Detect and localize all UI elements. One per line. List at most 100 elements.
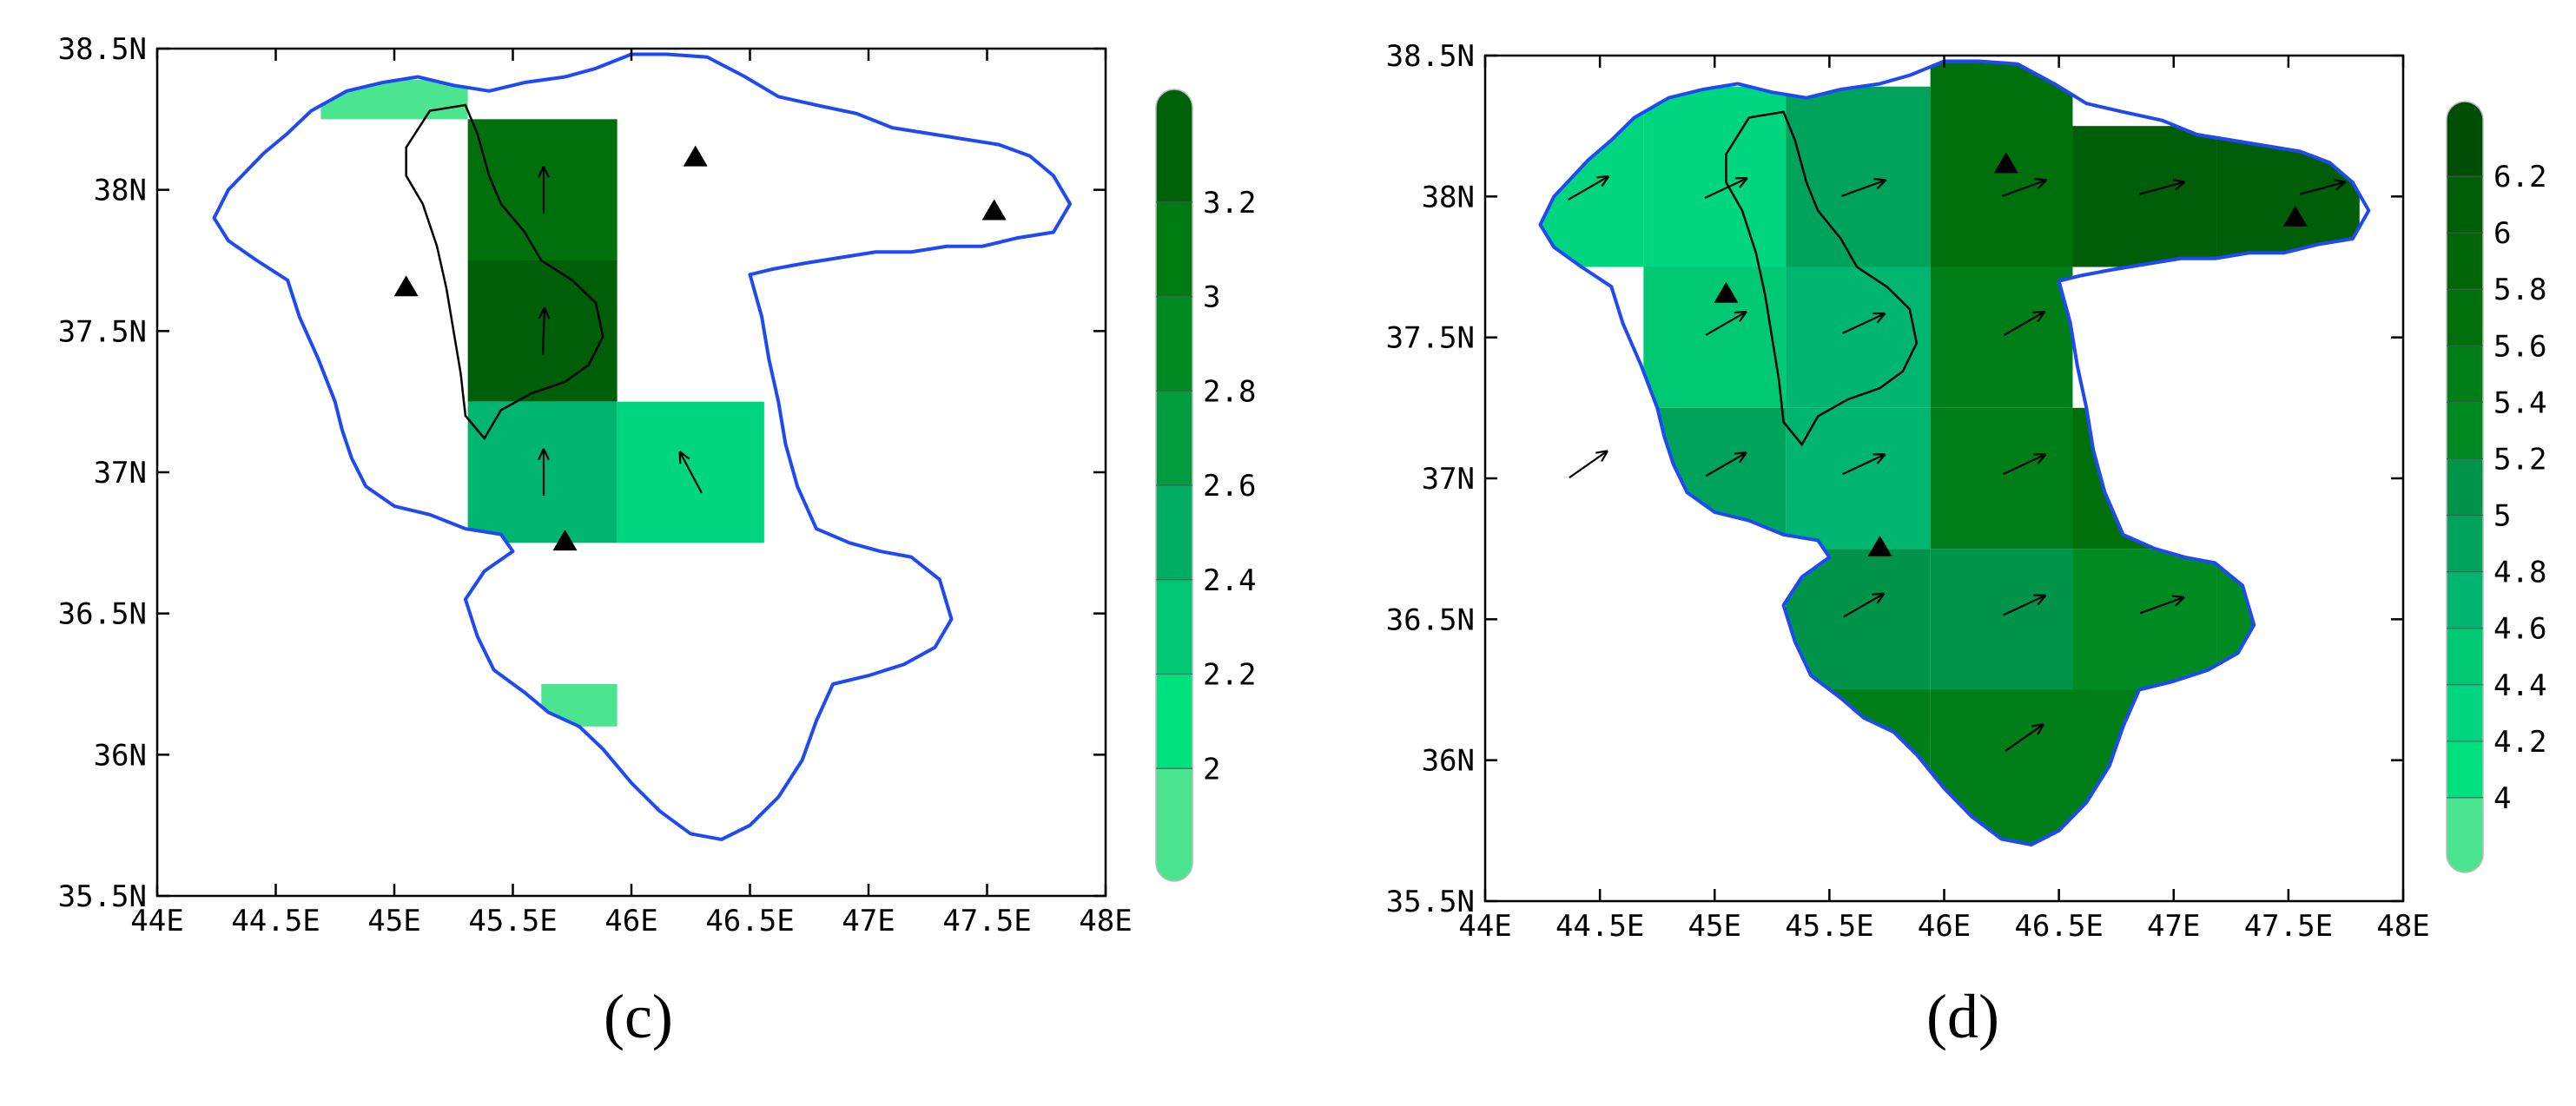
x-tick-label: 46E [604, 904, 657, 938]
x-tick-label: 44.5E [231, 904, 320, 938]
wind-arrow [1841, 178, 1887, 197]
grid-cells [1540, 61, 2360, 846]
grid-cell [467, 260, 618, 402]
colorbar-swatch [2447, 120, 2483, 177]
colorbar-swatch [2447, 628, 2483, 686]
colorbar-cap-bottom [1156, 863, 1192, 881]
caption-c: (c) [604, 982, 673, 1051]
grid-cell [1643, 86, 1787, 267]
grid-cell [2072, 126, 2217, 267]
colorbar-swatch [2447, 741, 2483, 799]
station-marker [552, 530, 578, 551]
x-tick-label: 46E [1918, 909, 1971, 944]
colorbar-label: 6.2 [2493, 160, 2546, 194]
y-tick-label: 37N [1422, 462, 1475, 497]
y-tick-label: 37.5N [58, 314, 147, 349]
station-marker [1993, 152, 2018, 174]
station-marker [2282, 206, 2308, 227]
wind-arrow [1705, 310, 1747, 336]
x-tick-label: 48E [1079, 904, 1132, 938]
colorbar-swatch [1156, 201, 1192, 297]
station-marker [1714, 281, 1739, 303]
colorbar-label: 5.2 [2493, 442, 2546, 477]
wind-arrow [538, 448, 550, 496]
y-tick-label: 37N [94, 456, 147, 490]
colorbar-swatch [1156, 391, 1192, 486]
colorbar-swatch [2447, 346, 2483, 403]
wind-arrow [2002, 178, 2048, 197]
colorbar-label: 2.8 [1203, 374, 1256, 409]
grid-cell [2216, 549, 2360, 690]
y-tick-label: 36.5N [1386, 602, 1475, 637]
map-c-svg: 44E 44.5E 45E 45.5E 46E 46.5E 47E 47.5E 48E 35.5N… [58, 32, 1257, 938]
wind-arrow [1842, 453, 1886, 476]
y-tick-label: 38.5N [58, 32, 147, 67]
colorbar: 2 2.2 2.4 2.6 2.8 3 3.2 [1155, 89, 1256, 882]
wind-arrow [2139, 595, 2185, 615]
wind-arrow [538, 166, 550, 214]
colorbar-outline [2446, 101, 2484, 873]
wind-arrow [1567, 174, 1610, 201]
colorbar-label: 4 [2493, 781, 2511, 816]
colorbar-swatch [1156, 768, 1192, 864]
colorbar-label: 4.2 [2493, 725, 2546, 760]
x-tick-label: 47E [2147, 909, 2200, 944]
y-tick-label: 37.5N [1386, 321, 1475, 356]
lake-outline [1725, 110, 1919, 447]
basin-outline [212, 52, 1073, 841]
station-marker [683, 145, 708, 167]
colorbar-swatch [2447, 684, 2483, 742]
colorbar-label: 4.6 [2493, 612, 2546, 647]
colorbar-cap-top [1156, 89, 1192, 108]
grid-cell [467, 401, 618, 543]
x-tick-label: 44E [130, 904, 183, 938]
x-tick-label: 45E [1688, 909, 1741, 944]
wind-arrow [2003, 453, 2047, 476]
x-tick-label: 45.5E [1785, 909, 1873, 944]
map-panel-c: 44E 44.5E 45E 45.5E 46E 46.5E 47E 47.5E 48E 35.5N… [58, 32, 1257, 1051]
colorbar-label: 2.2 [1203, 658, 1256, 693]
x-tick-label: 48E [2376, 909, 2429, 944]
station-marker [1867, 535, 1892, 556]
colorbar-label: 3 [1203, 280, 1220, 315]
map-d-svg: 44E 44.5E 45E 45.5E 46E 46.5E 47E 47.5E 48E 35.5N… [1386, 39, 2547, 944]
wind-arrow [1842, 312, 1886, 334]
x-tick-label: 44E [1458, 909, 1511, 944]
colorbar-label: 5.4 [2493, 385, 2546, 420]
wind-arrow [1843, 592, 1886, 618]
grid-cell [2072, 549, 2217, 690]
grid-cell [1930, 549, 2073, 690]
colorbar-label: 5 [2493, 499, 2511, 534]
grid-cell [1786, 86, 1931, 267]
colorbar-label: 3.2 [1203, 186, 1256, 221]
colorbar-swatch [1156, 296, 1192, 392]
colorbar-label: 5.6 [2493, 329, 2546, 364]
x-tick-label: 47.5E [942, 904, 1031, 938]
colorbar-outline [1155, 89, 1193, 882]
wind-arrow [678, 451, 703, 494]
station-marker [981, 199, 1007, 221]
wind-arrow [538, 306, 551, 355]
y-tick-label: 38N [94, 174, 147, 208]
y-tick-label: 38N [1422, 180, 1475, 214]
x-tick-label: 44.5E [1556, 909, 1644, 944]
grid-cell [2072, 407, 2217, 550]
y-tick-label: 36N [94, 738, 147, 773]
grid-cell [320, 79, 468, 120]
wind-arrow [2300, 179, 2347, 195]
grid-cell [1930, 407, 2073, 550]
grid-cell [1930, 267, 2073, 408]
x-tick-label: 45.5E [468, 904, 557, 938]
colorbar-label: 2.4 [1203, 563, 1256, 598]
wind-arrow [1704, 177, 1748, 200]
colorbar-swatch [2447, 458, 2483, 517]
y-tick-label: 35.5N [1386, 885, 1475, 919]
y-tick-label: 36.5N [58, 597, 147, 632]
x-tick-label: 46.5E [2014, 909, 2103, 944]
colorbar-swatch [2447, 402, 2483, 459]
wind-arrow [1705, 451, 1747, 477]
basin-outline [1538, 59, 2371, 847]
colorbar-label: 2 [1203, 752, 1220, 787]
colorbar-swatch [1156, 579, 1192, 675]
y-tick-label: 36N [1422, 744, 1475, 779]
